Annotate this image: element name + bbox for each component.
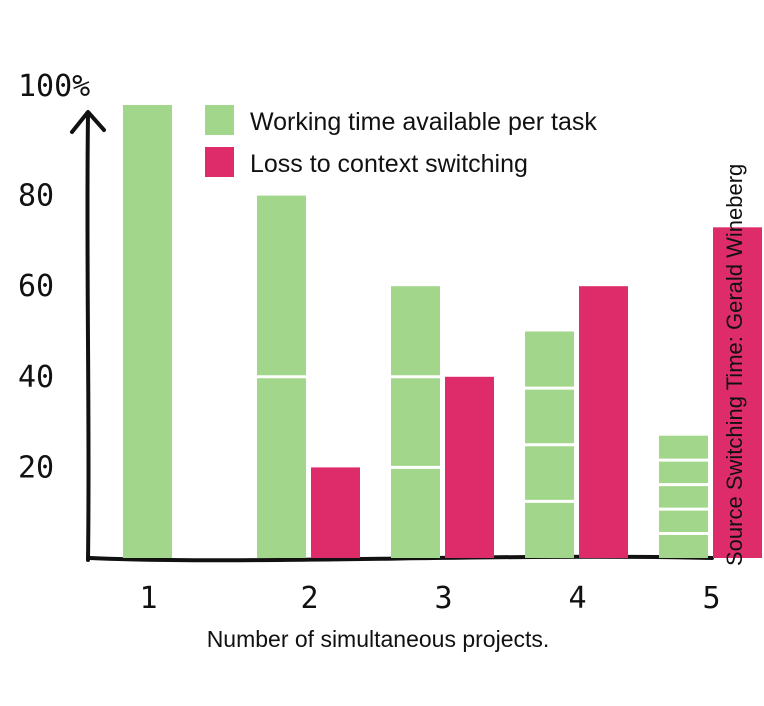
bar-working-time-3 — [391, 286, 440, 558]
y-tick-label-100: 100% — [18, 69, 90, 104]
x-tick-labels: 1 2 3 4 5 — [139, 581, 720, 616]
legend-swatch-context-loss — [205, 147, 234, 177]
x-tick-label-3: 3 — [434, 581, 452, 616]
x-tick-label-5: 5 — [702, 581, 720, 616]
source-note: Source Switching Time: Gerald Wineberg — [722, 164, 747, 566]
y-tick-label-20: 20 — [18, 450, 54, 485]
x-tick-label-1: 1 — [139, 581, 157, 616]
y-axis-arrowhead — [70, 110, 106, 134]
bar-context-loss-4 — [579, 286, 628, 558]
x-axis-label: Number of simultaneous projects. — [207, 626, 550, 652]
bar-context-loss-3 — [445, 376, 494, 558]
bar-context-loss-2 — [311, 467, 360, 558]
y-tick-label-80: 80 — [18, 179, 54, 214]
bar-working-time-1 — [123, 105, 172, 558]
bar-context-loss-5 — [713, 227, 762, 558]
legend: Working time available per task Loss to … — [205, 105, 597, 178]
legend-swatch-working-time — [205, 105, 234, 135]
y-tick-label-60: 60 — [18, 269, 54, 304]
y-tick-label-40: 40 — [18, 360, 54, 395]
bar-working-time-5 — [659, 435, 708, 558]
y-tick-labels: 20 40 60 80 100% — [18, 69, 90, 485]
x-tick-label-4: 4 — [568, 581, 586, 616]
x-tick-label-2: 2 — [300, 581, 318, 616]
bars — [123, 105, 762, 558]
y-axis — [85, 112, 91, 562]
legend-label-working-time: Working time available per task — [250, 108, 597, 136]
legend-label-context-loss: Loss to context switching — [250, 150, 528, 178]
